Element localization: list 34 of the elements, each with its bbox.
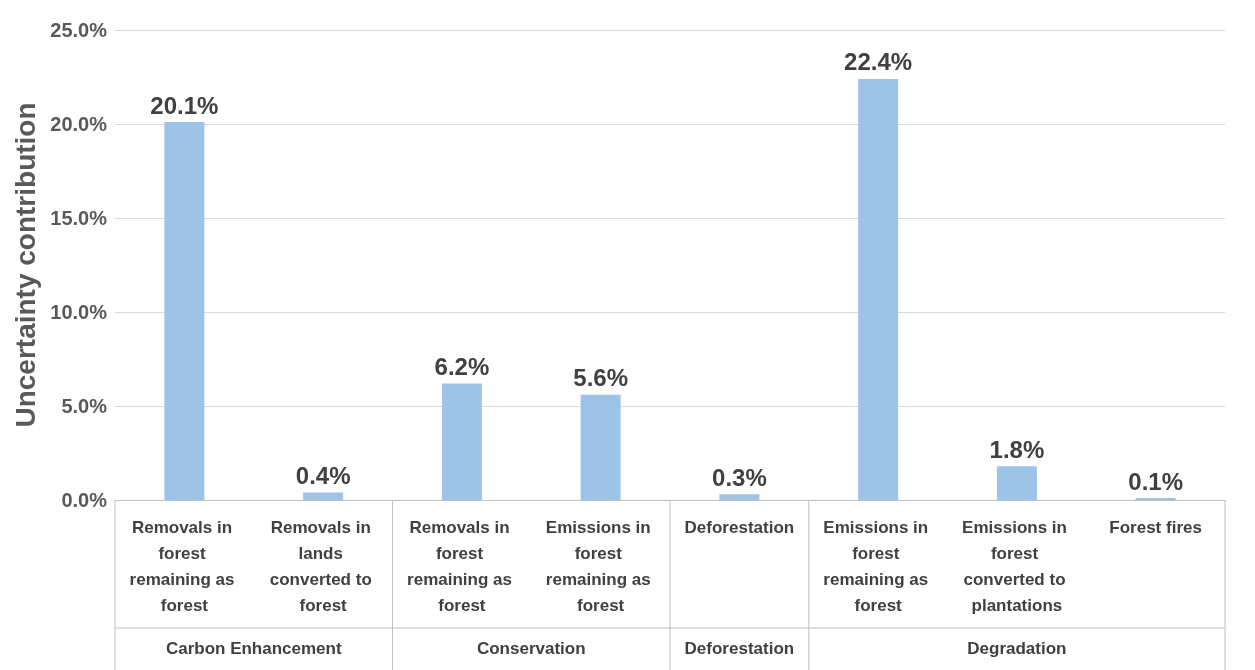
- data-label: 1.8%: [989, 435, 1045, 463]
- x-tick-label: Forest fires: [1109, 517, 1202, 537]
- y-tick-label: 5.0%: [61, 395, 108, 417]
- x-tick-label: Removals in lands converted to forest: [269, 517, 377, 615]
- bar: [441, 383, 482, 500]
- bar: [719, 494, 760, 500]
- x-tick-label: Emissions in forest remaining as forest: [823, 517, 933, 615]
- y-axis-title: Uncertainty contribution: [9, 102, 41, 428]
- x-tick-label: Removals in forest remaining as forest: [407, 517, 517, 615]
- data-label: 5.6%: [573, 364, 628, 392]
- bar: [580, 394, 621, 500]
- y-tick-label: 0.0%: [61, 489, 108, 511]
- text: Degradation: [967, 638, 1067, 658]
- data-label: 6.2%: [434, 352, 490, 380]
- y-tick-label: 15.0%: [50, 207, 108, 229]
- x-tick-label: Deforestation: [684, 517, 795, 537]
- y-tick-label: 10.0%: [50, 301, 108, 323]
- text: Carbon Enhancement: [165, 638, 342, 658]
- bar: [996, 466, 1037, 500]
- bar: [164, 122, 205, 500]
- x-tick-label: Emissions in forest remaining as forest: [545, 517, 656, 615]
- data-label: 0.1%: [1128, 467, 1183, 495]
- data-label: 0.4%: [295, 461, 351, 489]
- data-label: 22.4%: [844, 48, 913, 76]
- data-label: 0.3%: [712, 463, 767, 491]
- y-tick-label: 25.0%: [50, 19, 108, 41]
- y-tick-label: 20.0%: [50, 113, 108, 135]
- bar: [858, 78, 899, 500]
- bar: [303, 492, 344, 500]
- text: Conservation: [476, 638, 586, 658]
- text: Deforestation: [684, 638, 795, 658]
- x-tick-label: Removals in forest remaining as forest: [129, 517, 240, 615]
- x-tick-label: Emissions in forest converted to plantations: [962, 517, 1072, 615]
- data-label: 20.1%: [150, 91, 219, 119]
